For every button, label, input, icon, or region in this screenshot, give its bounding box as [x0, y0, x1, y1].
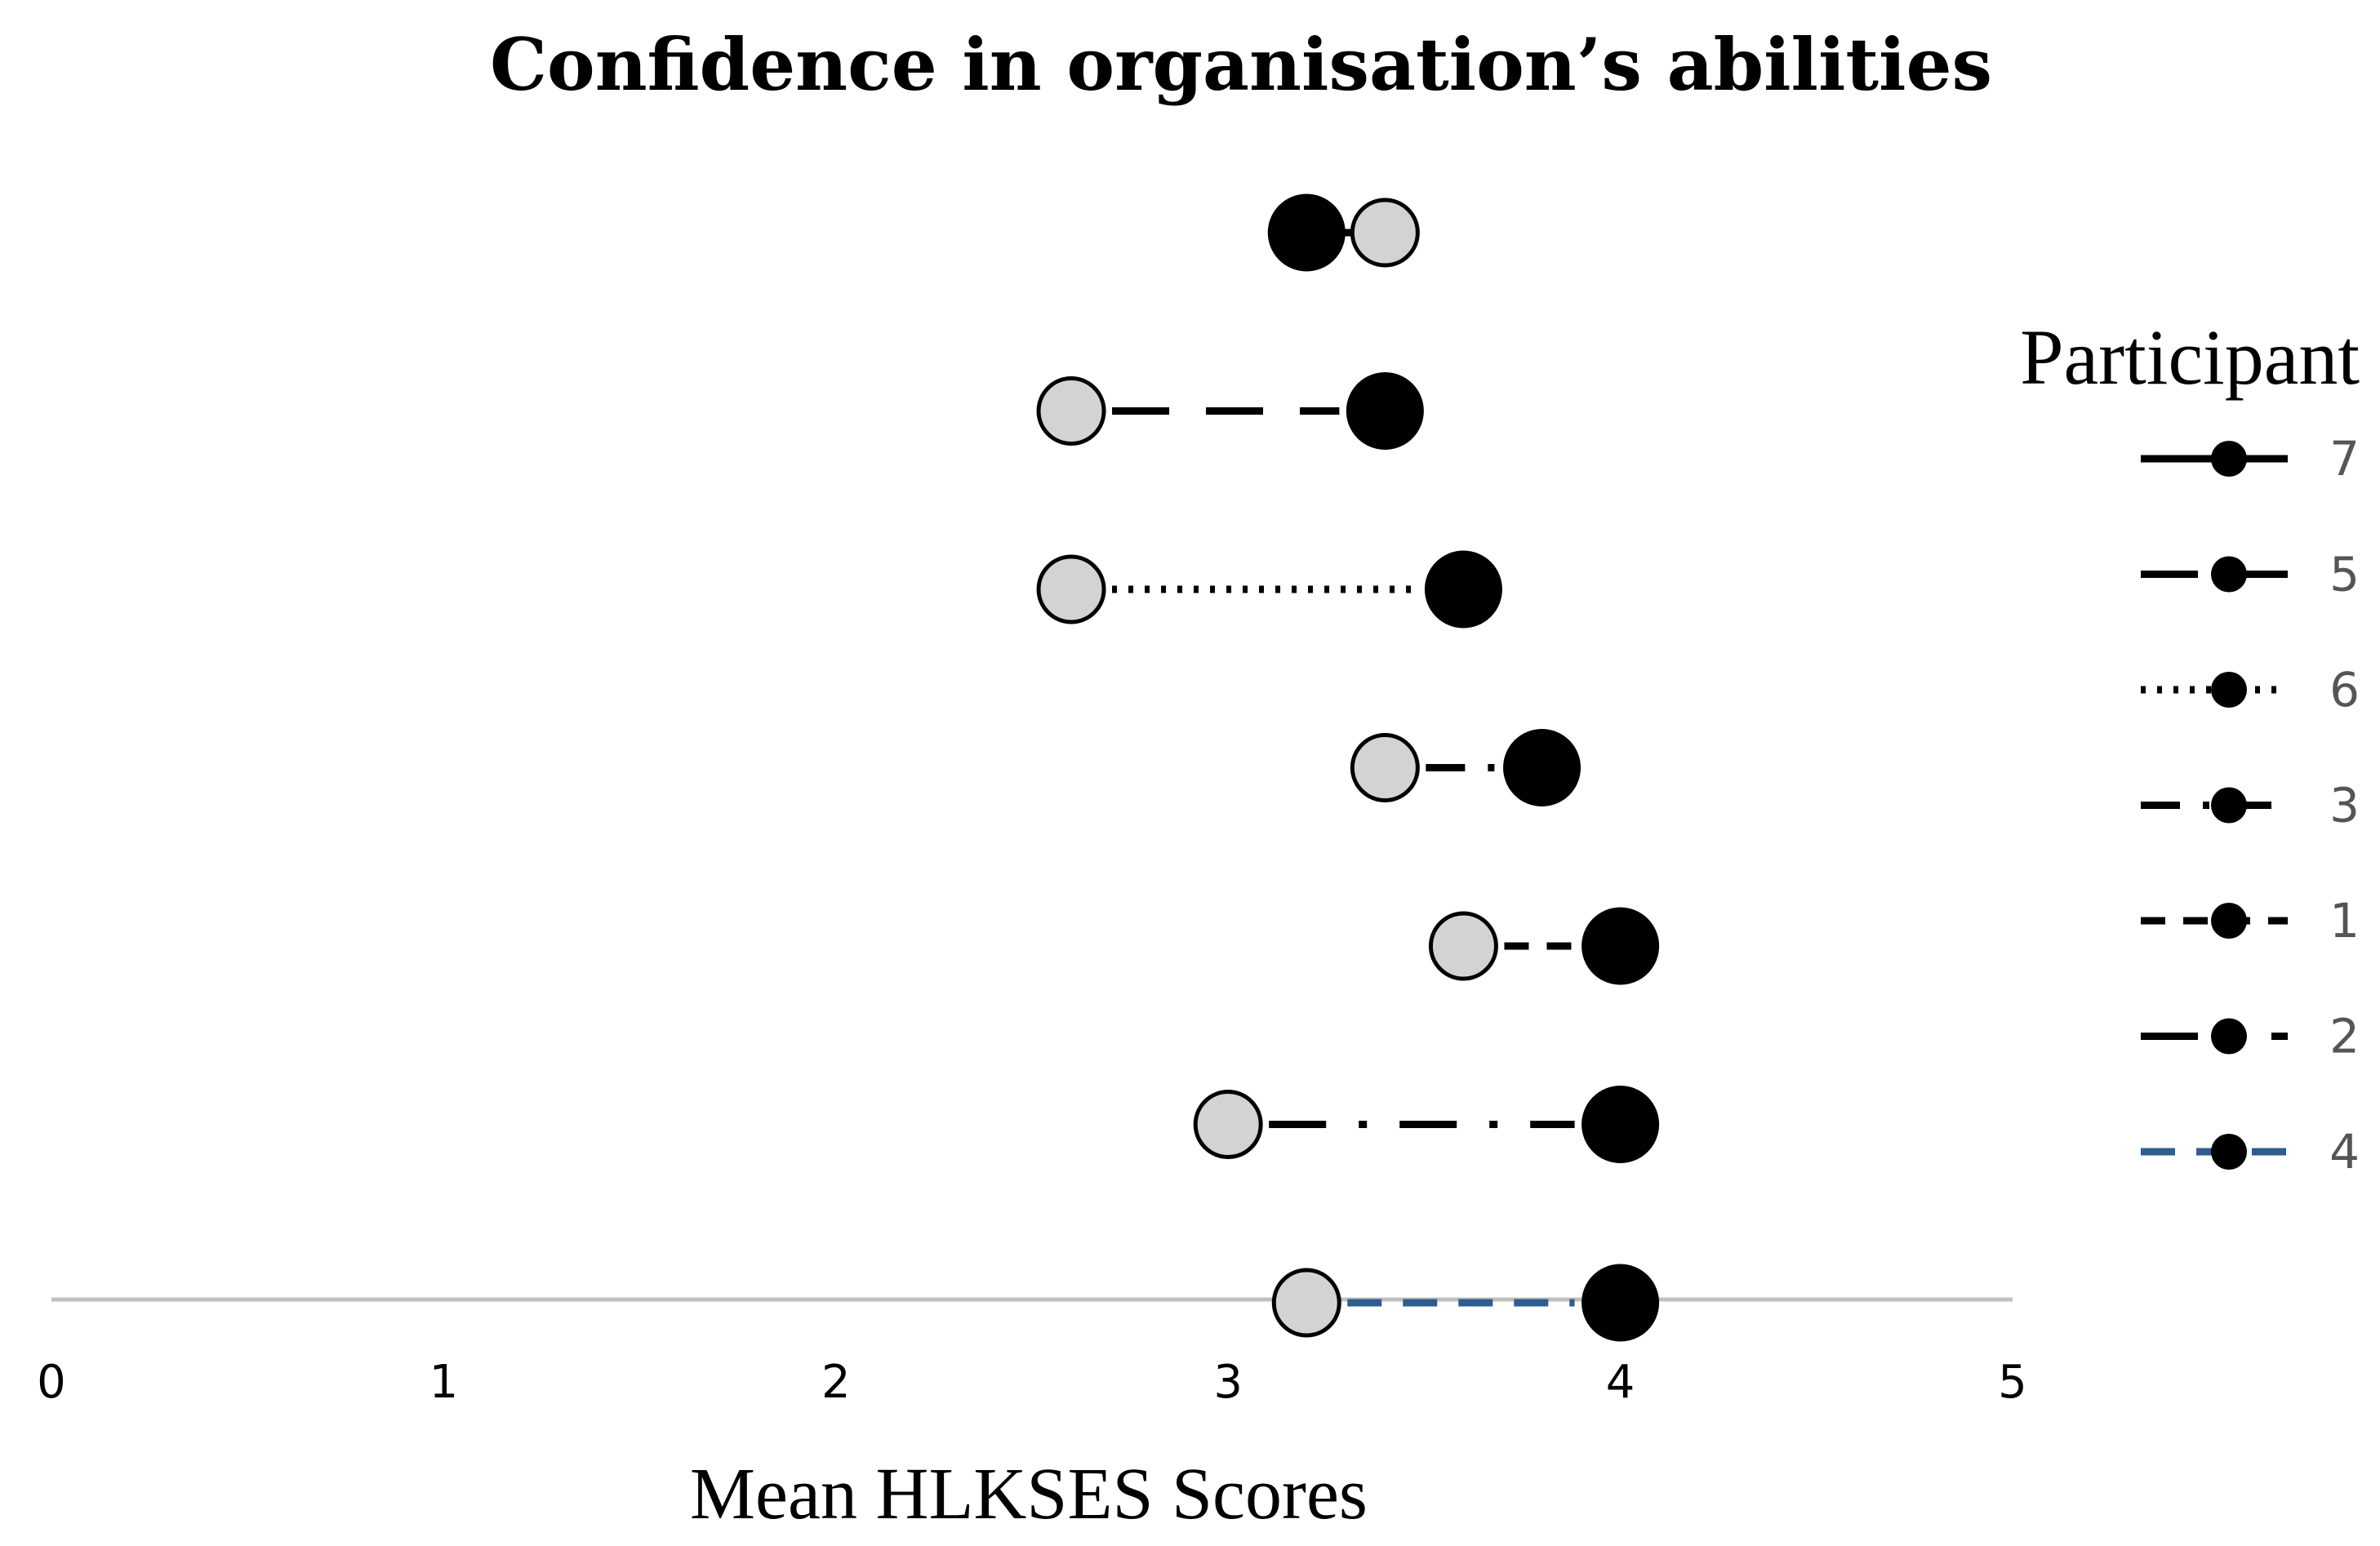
x-axis-ticks: 0 1 2 3 4 5	[37, 1356, 2027, 1409]
post-score-point	[1267, 193, 1346, 272]
legend-marker	[2211, 787, 2247, 824]
x-tick-label: 5	[1998, 1356, 2027, 1409]
x-tick-label: 1	[429, 1356, 459, 1409]
x-axis-label: Mean HLKSES Scores	[690, 1454, 1368, 1535]
pre-score-point	[1036, 554, 1106, 624]
pre-score-point	[1350, 733, 1420, 802]
pre-score-point	[1271, 1268, 1341, 1338]
post-score-point	[1346, 372, 1424, 450]
legend-marker	[2211, 1134, 2247, 1170]
x-tick-label: 3	[1213, 1356, 1243, 1409]
legend-marker	[2211, 556, 2247, 593]
post-score-point	[1581, 1264, 1660, 1342]
post-score-point	[1581, 1086, 1660, 1163]
legend-marker	[2211, 441, 2247, 477]
x-tick-label: 4	[1606, 1356, 1635, 1409]
legend-label: 7	[2329, 431, 2360, 486]
plot-area	[51, 193, 2013, 1342]
post-score-point	[1503, 729, 1581, 806]
legend: 7 5 6 3 1 2 4	[2141, 431, 2360, 1179]
pre-score-point	[1193, 1090, 1263, 1159]
legend-marker	[2211, 672, 2247, 708]
chart-title: Confidence in organisation’s abilities	[490, 22, 1992, 107]
post-score-point	[1424, 550, 1502, 629]
legend-label: 6	[2329, 662, 2360, 717]
legend-marker	[2211, 1018, 2247, 1055]
pre-score-point	[1350, 198, 1420, 268]
legend-marker	[2211, 903, 2247, 939]
legend-label: 3	[2329, 778, 2360, 833]
pre-score-point	[1036, 376, 1106, 446]
legend-label: 1	[2329, 893, 2360, 948]
pre-score-point	[1428, 911, 1498, 981]
post-score-point	[1581, 907, 1660, 985]
x-tick-label: 2	[821, 1356, 851, 1409]
legend-title: Participant	[2020, 313, 2360, 401]
legend-label: 2	[2329, 1009, 2360, 1064]
legend-label: 4	[2329, 1124, 2360, 1179]
legend-label: 5	[2329, 547, 2360, 602]
x-tick-label: 0	[37, 1356, 66, 1409]
